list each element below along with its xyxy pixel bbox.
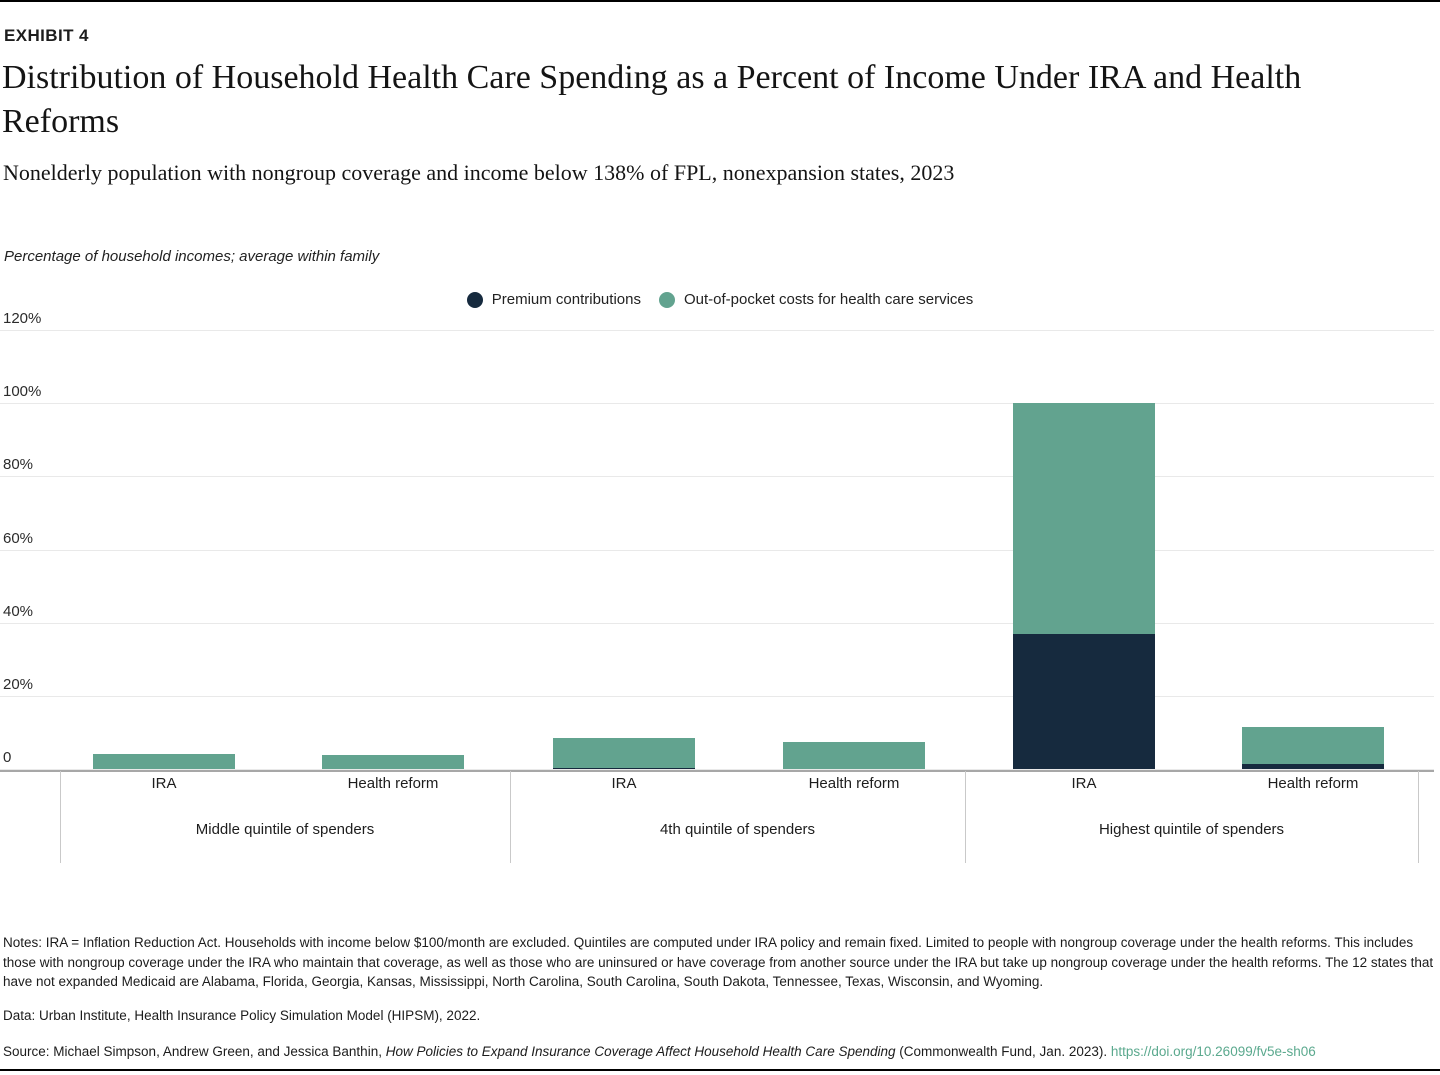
gridline-20 [0,695,1434,697]
y-tick-label: 40% [3,602,34,620]
quintile-group-label: Highest quintile of spenders [1098,821,1285,838]
x-category-label: IRA [151,775,177,792]
gridline-100 [0,403,1434,405]
segment-out-of-pocket [93,754,235,769]
gridline-120 [0,330,1434,331]
source-report-title: How Policies to Expand Insurance Coverag… [385,1044,896,1059]
group-separator [965,771,966,863]
group-separator [510,771,511,863]
gridline-80 [0,476,1434,478]
chart-legend: Premium contributions Out-of-pocket costs… [0,291,1440,308]
notes-text: Notes: IRA = Inflation Reduction Act. Ho… [3,935,1434,989]
bar-health-reform-group3 [1242,726,1384,769]
legend-item: Premium contributions [466,291,641,308]
legend-dot-icon [658,291,675,308]
bar-ira-group1 [93,754,235,769]
y-axis-note: Percentage of household incomes; average… [4,248,380,265]
page-subtitle: Nonelderly population with nongroup cove… [3,160,955,185]
segment-out-of-pocket [1013,403,1155,634]
source-suffix: (Commonwealth Fund, Jan. 2023). [895,1044,1111,1059]
segment-out-of-pocket [553,737,695,768]
y-tick-label: 60% [3,529,34,547]
y-tick-label: 100% [3,383,42,401]
gridline-0 [0,769,1434,770]
exhibit-number: EXHIBIT 4 [4,26,89,45]
bar-chart-plot: 120% 100% 80% 60% 40% 20% 0 [0,310,1440,772]
doi-link[interactable]: https://doi.org/10.26099/fv5e-sh06 [1110,1044,1316,1059]
x-category-label: Health reform [808,775,900,792]
group-separator [1418,771,1419,863]
source-prefix: Source: Michael Simpson, Andrew Green, a… [3,1044,386,1059]
segment-out-of-pocket [1242,726,1384,764]
page-title: Distribution of Household Health Care Sp… [2,59,1302,140]
segment-out-of-pocket [783,741,925,769]
x-category-label: Health reform [1267,775,1359,792]
x-category-label: IRA [1071,775,1097,792]
y-tick-label: 20% [3,675,34,693]
segment-premium [1013,633,1155,769]
legend-dot-icon [466,291,483,308]
source-text: Source: Michael Simpson, Andrew Green, a… [3,1044,1437,1059]
legend-label: Premium contributions [491,291,641,308]
bar-ira-group3 [1013,403,1155,769]
legend-item: Out-of-pocket costs for health care serv… [658,291,974,308]
quintile-group-label: 4th quintile of spenders [659,821,816,838]
data-source-text: Data: Urban Institute, Health Insurance … [3,1008,481,1023]
top-rule [0,0,1440,2]
segment-premium [1242,763,1384,769]
x-axis-line [0,769,1434,772]
bottom-rule [0,1069,1440,1071]
gridline-40 [0,622,1434,624]
bar-ira-group2 [553,737,695,769]
y-tick-label: 80% [3,456,34,474]
quintile-group-label: Middle quintile of spenders [195,821,375,838]
gridline-60 [0,549,1434,551]
y-tick-label: 0 [3,749,12,766]
x-axis-label-band: IRA Health reform Middle quintile of spend… [0,771,1440,863]
legend-label: Out-of-pocket costs for health care serv… [683,291,974,308]
x-category-label: IRA [611,775,637,792]
x-category-label: Health reform [347,775,439,792]
segment-premium [553,767,695,769]
group-separator [60,771,61,863]
segment-out-of-pocket [322,755,464,769]
bar-health-reform-group2 [783,741,925,769]
bar-health-reform-group1 [322,755,464,769]
y-tick-label: 120% [3,310,42,327]
